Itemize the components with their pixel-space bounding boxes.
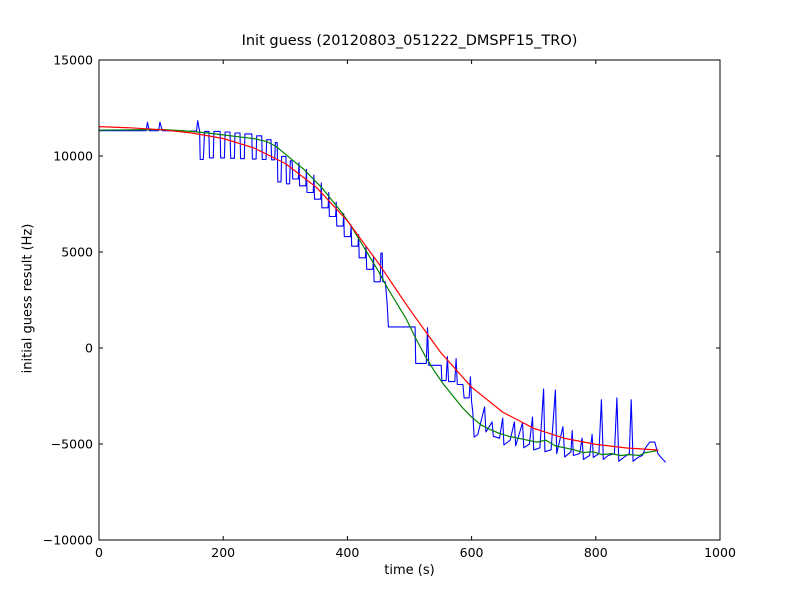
- x-tick-label: 400: [335, 545, 359, 560]
- y-tick-label: 15000: [53, 53, 93, 68]
- axes-frame: [98, 59, 721, 541]
- y-axis-label: initial guess result (Hz): [20, 223, 36, 374]
- y-tick-label: −10000: [43, 533, 93, 548]
- x-tick-label: 200: [211, 545, 235, 560]
- series-raw-signal-blue: [98, 120, 666, 463]
- y-tick-label: −5000: [51, 437, 93, 452]
- x-tick-label: 1000: [704, 545, 736, 560]
- series-sigmoid-fit-red: [98, 126, 659, 451]
- x-axis-label: time (s): [384, 563, 435, 578]
- y-tick-label: 10000: [53, 149, 93, 164]
- x-tick-label: 600: [460, 545, 484, 560]
- x-tick-label: 0: [95, 545, 103, 560]
- x-tick-label: 800: [584, 545, 608, 560]
- chart-title: Init guess (20120803_051222_DMSPF15_TRO): [241, 33, 578, 49]
- series-smoothed-guess-green: [98, 128, 658, 457]
- y-tick-label: 0: [85, 341, 93, 356]
- y-tick-label: 5000: [61, 245, 93, 260]
